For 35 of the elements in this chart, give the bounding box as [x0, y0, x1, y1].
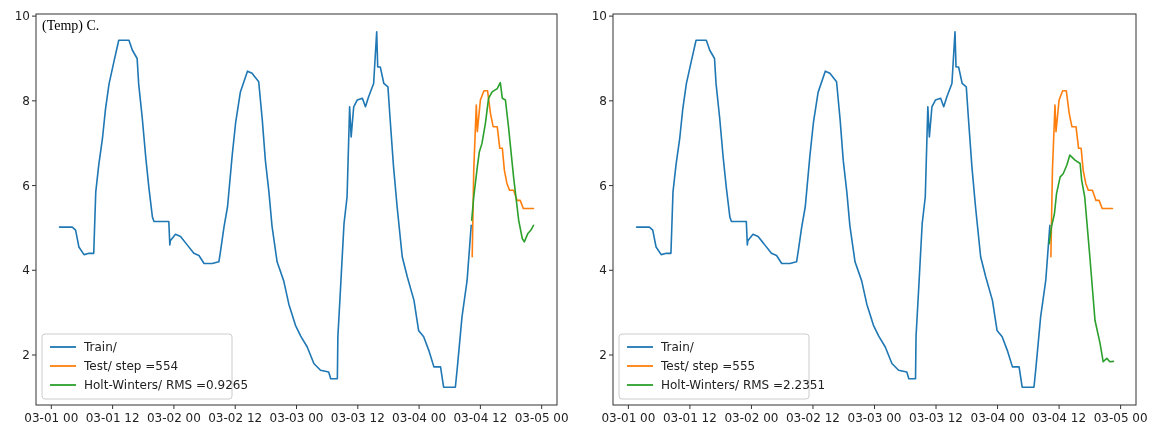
- y-tick-label: 2: [22, 348, 30, 363]
- y-tick-label: 10: [591, 9, 607, 24]
- x-tick-label: 03-02 00: [146, 411, 201, 425]
- x-tick-label: 03-03 12: [909, 411, 964, 425]
- y-tick-label: 4: [599, 263, 607, 278]
- legend-label: Test/ step =554: [83, 359, 179, 373]
- x-tick-label: 03-04 12: [1032, 411, 1087, 425]
- legend-label: Test/ step =555: [660, 359, 756, 373]
- x-tick-label: 03-04 12: [453, 411, 508, 425]
- x-tick-label: 03-01 12: [662, 411, 717, 425]
- y-tick-label: 10: [14, 9, 30, 24]
- legend-label: Holt-Winters/ RMS =2.2351: [661, 378, 826, 392]
- x-tick-label: 03-03 00: [847, 411, 902, 425]
- legend-label: Train/: [660, 340, 695, 354]
- y-tick-label: 8: [22, 93, 30, 108]
- legend-label: Train/: [83, 340, 118, 354]
- x-tick-label: 03-02 12: [785, 411, 840, 425]
- x-tick-label: 03-05 00: [1093, 411, 1148, 425]
- x-tick-label: 03-01 00: [601, 411, 656, 425]
- x-tick-label: 03-04 00: [970, 411, 1025, 425]
- y-tick-label: 2: [599, 348, 607, 363]
- annotation: (Temp) C.: [42, 18, 100, 34]
- y-tick-label: 6: [22, 178, 30, 193]
- x-tick-label: 03-01 12: [85, 411, 140, 425]
- x-tick-label: 03-03 00: [269, 411, 324, 425]
- legend-label: Holt-Winters/ RMS =0.9265: [84, 378, 249, 392]
- x-tick-label: 03-03 12: [330, 411, 385, 425]
- y-tick-label: 8: [599, 93, 607, 108]
- y-tick-label: 4: [22, 263, 30, 278]
- x-tick-label: 03-04 00: [392, 411, 447, 425]
- x-tick-label: 03-02 12: [208, 411, 263, 425]
- y-tick-label: 6: [599, 178, 607, 193]
- x-tick-label: 03-01 00: [24, 411, 79, 425]
- x-tick-label: 03-02 00: [724, 411, 779, 425]
- x-tick-label: 03-05 00: [514, 411, 569, 425]
